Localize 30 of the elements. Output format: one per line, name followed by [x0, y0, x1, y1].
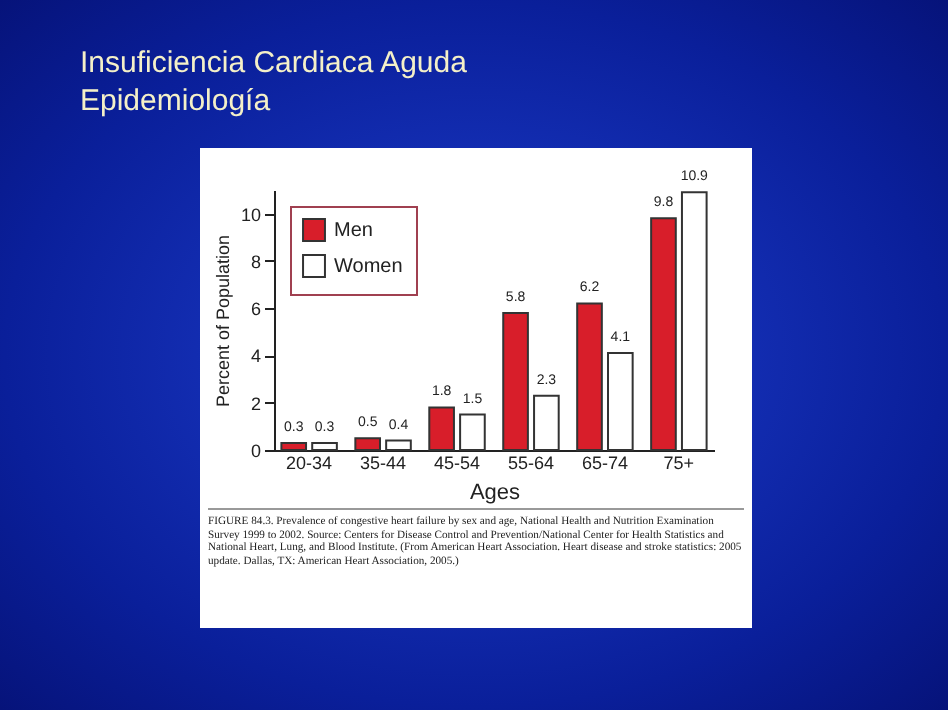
bar: [576, 302, 603, 451]
bar: [385, 439, 412, 451]
bar: [280, 441, 308, 451]
bar: [428, 406, 455, 451]
bar: [533, 394, 560, 451]
x-tick-label: 55-64: [507, 453, 555, 473]
y-tick-label: 2: [250, 393, 261, 414]
x-tick-label: 45-54: [433, 453, 481, 473]
bar: [502, 311, 529, 451]
bar: [311, 441, 338, 451]
y-tick-label: 8: [250, 251, 261, 272]
legend-label: Women: [334, 256, 403, 278]
y-tick-label: 0: [250, 441, 261, 461]
x-axis-title: Ages: [469, 481, 522, 505]
x-tick-label: 75+: [663, 453, 695, 473]
y-axis-title: Percent of Population: [212, 234, 233, 408]
y-tick-label: 4: [250, 346, 261, 367]
y-tick-label: 10: [240, 204, 261, 225]
bar: [354, 437, 381, 451]
x-tick-label: 65-74: [581, 453, 628, 473]
bar: [607, 352, 634, 451]
legend-label: Men: [334, 220, 373, 242]
bar: [650, 217, 677, 451]
chart-title: Insuficiencia Cardiaca Aguda: [80, 44, 467, 82]
bar: [459, 413, 486, 451]
x-tick-label: 35-44: [360, 453, 407, 473]
y-tick-label: 6: [250, 299, 261, 320]
bar: [680, 191, 708, 451]
chart-subtitle: Epidemiología: [80, 82, 273, 120]
x-tick-label: 20-34: [286, 453, 333, 473]
